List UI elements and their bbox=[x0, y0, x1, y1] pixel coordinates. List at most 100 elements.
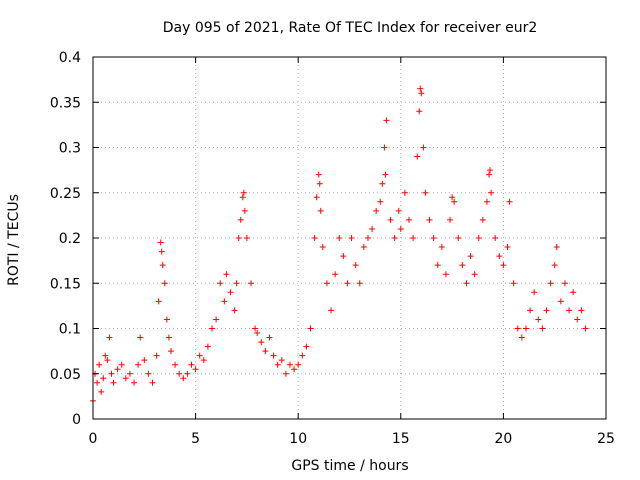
data-point bbox=[416, 108, 423, 115]
data-point bbox=[496, 253, 503, 260]
data-point bbox=[180, 375, 187, 382]
data-point bbox=[570, 289, 577, 296]
data-point bbox=[122, 375, 129, 382]
data-point bbox=[471, 271, 478, 278]
data-points bbox=[90, 85, 589, 404]
data-point bbox=[566, 307, 573, 314]
data-point bbox=[176, 370, 183, 377]
data-point bbox=[557, 298, 564, 305]
data-point bbox=[547, 280, 554, 287]
data-point bbox=[315, 171, 322, 178]
data-point bbox=[426, 216, 433, 223]
data-point bbox=[447, 216, 454, 223]
data-point bbox=[149, 379, 156, 386]
data-point bbox=[487, 167, 494, 174]
data-point bbox=[574, 316, 581, 323]
data-point bbox=[161, 280, 168, 287]
data-point bbox=[455, 235, 462, 241]
data-point bbox=[209, 325, 216, 332]
data-point bbox=[221, 298, 228, 305]
data-point bbox=[158, 248, 165, 255]
data-point bbox=[377, 198, 384, 205]
data-point bbox=[108, 370, 115, 377]
data-point bbox=[118, 361, 125, 368]
data-point bbox=[282, 370, 289, 377]
x-tick-label: 25 bbox=[597, 431, 615, 447]
chart-title: Day 095 of 2021, Rate Of TEC Index for r… bbox=[163, 20, 538, 36]
data-point bbox=[126, 370, 133, 377]
x-tick-label: 0 bbox=[89, 431, 98, 447]
data-point bbox=[223, 271, 230, 278]
data-point bbox=[278, 357, 285, 364]
data-point bbox=[254, 330, 261, 337]
data-point bbox=[514, 325, 521, 332]
data-point bbox=[486, 171, 493, 178]
data-point bbox=[391, 235, 398, 241]
data-point bbox=[510, 280, 517, 287]
y-tick-label: 0.1 bbox=[59, 322, 81, 338]
data-point bbox=[483, 198, 490, 205]
data-point bbox=[364, 235, 371, 241]
data-point bbox=[328, 307, 335, 314]
data-point bbox=[543, 307, 550, 314]
data-point bbox=[406, 216, 413, 223]
data-point bbox=[163, 316, 170, 323]
x-tick-label: 10 bbox=[289, 431, 307, 447]
data-point bbox=[449, 194, 456, 201]
x-axis-title: GPS time / hours bbox=[291, 458, 408, 474]
data-point bbox=[438, 244, 445, 251]
data-point bbox=[167, 348, 174, 355]
data-point bbox=[316, 180, 323, 187]
data-point bbox=[430, 235, 437, 241]
y-tick-label: 0.35 bbox=[50, 95, 81, 111]
y-axis-title: ROTI / TECUs bbox=[6, 194, 22, 286]
data-point bbox=[102, 352, 109, 359]
data-point bbox=[311, 235, 318, 241]
data-point bbox=[582, 325, 589, 332]
data-point bbox=[492, 235, 499, 241]
data-point bbox=[539, 325, 546, 332]
data-point bbox=[522, 325, 529, 332]
data-point bbox=[110, 379, 117, 386]
data-point bbox=[137, 334, 144, 341]
data-point bbox=[463, 280, 470, 287]
data-point bbox=[237, 216, 244, 223]
data-point bbox=[459, 262, 466, 269]
data-point bbox=[434, 262, 441, 269]
data-point bbox=[420, 144, 427, 151]
data-point bbox=[98, 388, 105, 395]
data-point bbox=[360, 244, 367, 251]
data-point bbox=[317, 207, 324, 214]
data-point bbox=[506, 198, 513, 205]
data-point bbox=[159, 262, 166, 269]
data-point bbox=[383, 117, 390, 124]
data-point bbox=[410, 235, 417, 241]
data-point bbox=[241, 207, 248, 214]
data-point bbox=[217, 280, 224, 287]
data-point bbox=[313, 194, 320, 201]
data-point bbox=[192, 366, 199, 373]
data-point bbox=[414, 153, 421, 160]
data-point bbox=[475, 235, 482, 241]
data-point bbox=[352, 262, 359, 269]
data-point bbox=[204, 343, 211, 350]
data-point bbox=[94, 379, 101, 386]
data-point bbox=[104, 357, 111, 364]
data-point bbox=[535, 316, 542, 323]
y-tick-label: 0.25 bbox=[50, 186, 81, 202]
data-point bbox=[348, 235, 355, 241]
data-point bbox=[551, 262, 558, 269]
data-point bbox=[248, 280, 255, 287]
data-point bbox=[527, 307, 534, 314]
data-point bbox=[340, 253, 347, 260]
data-point bbox=[231, 307, 238, 314]
x-tick-label: 15 bbox=[392, 431, 410, 447]
data-point bbox=[397, 225, 404, 232]
data-point bbox=[243, 235, 250, 241]
data-point bbox=[239, 194, 246, 201]
data-point bbox=[295, 361, 302, 368]
data-point bbox=[356, 280, 363, 287]
data-point bbox=[270, 352, 277, 359]
axes: 0 0.05 0.1 0.15 0.2 0.25 0.3 0.35 0.4 0 5 10 15 20 25 bbox=[50, 50, 615, 447]
data-point bbox=[488, 189, 495, 196]
